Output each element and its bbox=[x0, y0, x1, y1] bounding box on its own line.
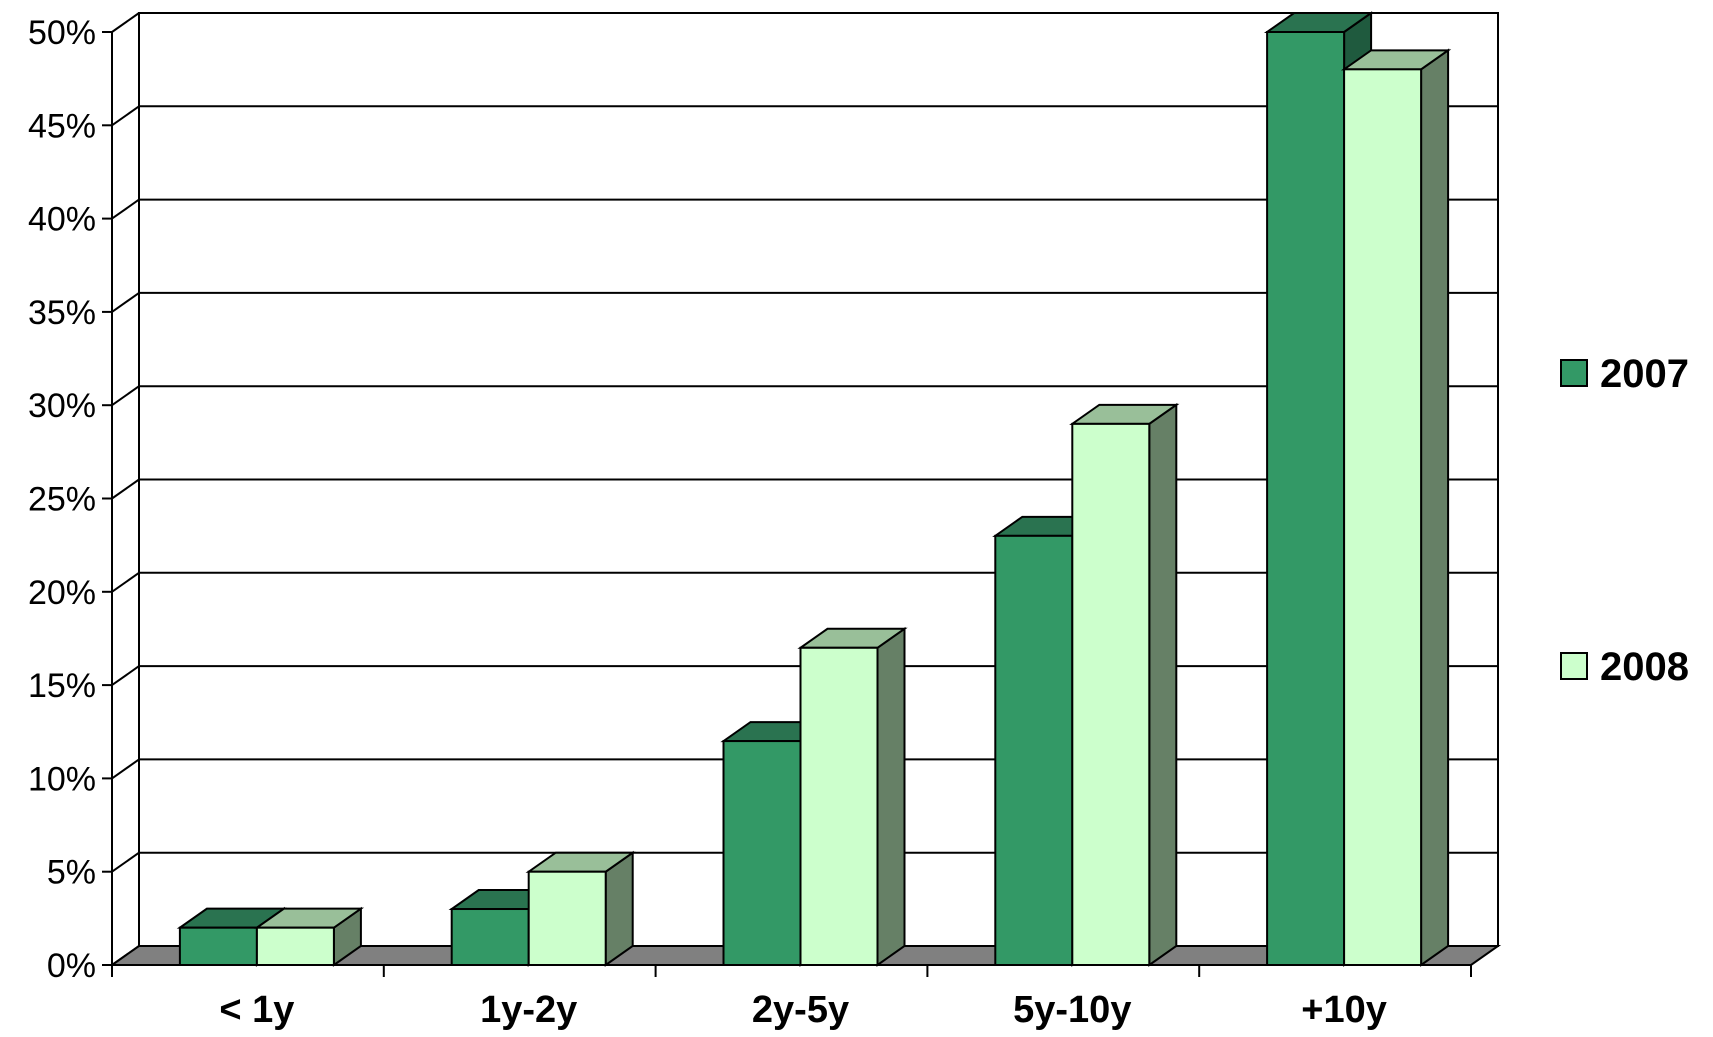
y-tick-label-7: 35% bbox=[28, 294, 96, 332]
bar-front bbox=[722, 740, 802, 967]
legend-label-2007: 2007 bbox=[1600, 352, 1689, 396]
y-tick-label-6: 30% bbox=[28, 387, 96, 425]
side-gridline-4 bbox=[111, 571, 140, 593]
bar-front bbox=[1071, 422, 1151, 966]
y-tick-labels: 0% 5% 10% 15% 20% 25% 30% 35% 40% 45% 50% bbox=[28, 14, 96, 985]
side-gridline-1 bbox=[111, 851, 140, 873]
bar-2008-0 bbox=[253, 906, 365, 967]
bar-front bbox=[1343, 68, 1423, 966]
y-tick-label-9: 45% bbox=[28, 107, 96, 145]
y-tick-label-5: 25% bbox=[28, 481, 96, 519]
bar-front bbox=[450, 908, 530, 967]
y-tick-label-0: 0% bbox=[47, 947, 96, 985]
bar-side bbox=[1148, 402, 1178, 967]
y-tick-label-10: 50% bbox=[28, 14, 96, 52]
side-gridline-9 bbox=[111, 105, 140, 127]
side-gridline-7 bbox=[111, 292, 140, 313]
x-category-labels: < 1y 1y-2y 2y-5y 5y-10y +10y bbox=[219, 989, 1387, 1031]
x-category-label-1: 1y-2y bbox=[480, 989, 577, 1031]
x-category-label-0: < 1y bbox=[219, 989, 294, 1031]
side-gridline-5 bbox=[111, 478, 140, 500]
side-gridline-6 bbox=[111, 385, 140, 407]
bar-front bbox=[527, 870, 607, 967]
y-tick-label-8: 40% bbox=[28, 201, 96, 239]
side-gridline-2 bbox=[111, 758, 140, 780]
y-tick-label-1: 5% bbox=[47, 854, 96, 892]
side-gridline-3 bbox=[111, 665, 140, 686]
legend-swatch-2007 bbox=[1560, 359, 1588, 387]
bar-2008-2 bbox=[797, 626, 908, 967]
bar-front bbox=[994, 534, 1074, 966]
legend-swatch-2008 bbox=[1560, 652, 1588, 680]
bar-front bbox=[255, 926, 335, 966]
side-gridline-10 bbox=[111, 12, 140, 33]
bar-2008-1 bbox=[525, 850, 636, 967]
y-tick-label-2: 10% bbox=[28, 760, 96, 798]
bar-front bbox=[799, 646, 879, 967]
bar-side bbox=[1420, 48, 1450, 967]
x-category-label-2: 2y-5y bbox=[752, 989, 849, 1031]
bar-side bbox=[876, 626, 906, 967]
y-tick-label-4: 20% bbox=[28, 574, 96, 612]
legend-label-2008: 2008 bbox=[1600, 645, 1689, 689]
bar-front bbox=[178, 926, 258, 966]
legend: 2007 2008 bbox=[1560, 352, 1689, 689]
side-gridline-8 bbox=[111, 198, 140, 220]
bar-front bbox=[1266, 31, 1346, 966]
bar-2008-3 bbox=[1069, 402, 1180, 967]
bar-2008-4 bbox=[1340, 48, 1452, 967]
y-tick-label-3: 15% bbox=[28, 667, 96, 705]
bars bbox=[176, 11, 1452, 967]
x-category-label-4: +10y bbox=[1301, 989, 1387, 1031]
x-category-label-3: 5y-10y bbox=[1013, 989, 1131, 1031]
